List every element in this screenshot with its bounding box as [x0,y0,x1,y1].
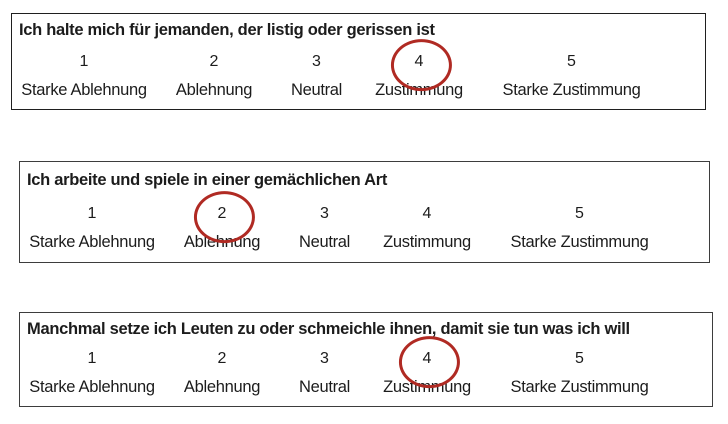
scale-number-cell[interactable]: 4 [367,202,487,226]
scale-number-cell[interactable]: 2 [162,347,282,371]
scale-number-cell[interactable]: 4 [367,336,487,389]
scale-label-cell[interactable]: Neutral [290,81,343,99]
scale-labels-row: Starke Ablehnung Ablehnung Neutral Zusti… [20,376,712,398]
scale-number: 5 [567,53,576,70]
scale-label-cell[interactable]: Starke Ablehnung [21,81,147,99]
scale-number-cell[interactable]: 1 [22,202,162,226]
scale-number: 1 [87,350,97,367]
scale-label-cell[interactable]: Ablehnung [175,81,253,99]
scale-label-cell[interactable]: Ablehnung [183,233,261,251]
scale-number: 3 [320,350,329,367]
scale-number-cell[interactable]: 4 [359,39,479,92]
scale-label-cell[interactable]: Zustimmung [383,378,471,396]
scale-label-cell[interactable]: Neutral [298,233,351,251]
scale-number-cell[interactable]: 3 [282,347,367,371]
scale-number-cell[interactable]: 5 [479,50,664,74]
scale-labels-row: Starke Ablehnung Ablehnung Neutral Zusti… [20,231,709,253]
question-box: Ich halte mich für jemanden, der listig … [11,13,706,110]
question-statement: Manchmal setze ich Leuten zu oder schmei… [27,320,630,338]
scale-numbers-row: 1 2 3 4 5 [12,39,705,92]
question-statement: Ich halte mich für jemanden, der listig … [19,21,435,39]
scale-number-cell[interactable]: 2 [162,191,282,244]
scale-label-cell[interactable]: Starke Ablehnung [29,378,155,396]
scale-number: 2 [209,53,219,70]
scale-numbers-row: 1 2 3 4 5 [20,191,709,244]
scale-number: 1 [87,205,97,222]
scale-number: 5 [575,205,584,222]
scale-number: 5 [575,350,584,367]
scale-number: 4 [414,53,424,70]
scale-number: 3 [312,53,321,70]
question-box: Manchmal setze ich Leuten zu oder schmei… [19,312,713,407]
scale-number: 2 [217,350,227,367]
scale-labels-row: Starke Ablehnung Ablehnung Neutral Zusti… [12,79,705,101]
scale-number-cell[interactable]: 5 [487,347,672,371]
question-box: Ich arbeite und spiele in einer gemächli… [19,161,710,263]
scale-label-cell[interactable]: Zustimmung [383,233,471,251]
scale-number-cell[interactable]: 1 [22,347,162,371]
scale-label-cell[interactable]: Starke Ablehnung [29,233,155,251]
scale-label-cell[interactable]: Starke Zustimmung [510,233,649,251]
question-statement: Ich arbeite und spiele in einer gemächli… [27,171,388,189]
scale-number-cell[interactable]: 1 [14,50,154,74]
scale-number: 4 [422,350,432,367]
scale-label-cell[interactable]: Zustimmung [375,81,463,99]
scale-numbers-row: 1 2 3 4 5 [20,336,712,389]
scale-label-cell[interactable]: Neutral [298,378,351,396]
scale-number: 2 [217,205,227,222]
scale-number-cell[interactable]: 3 [282,202,367,226]
scale-number-cell[interactable]: 2 [154,50,274,74]
scale-number: 3 [320,205,329,222]
scale-number-cell[interactable]: 5 [487,202,672,226]
scale-number: 4 [422,205,432,222]
scale-label-cell[interactable]: Starke Zustimmung [510,378,649,396]
scale-label-cell[interactable]: Ablehnung [183,378,261,396]
scale-number-cell[interactable]: 3 [274,50,359,74]
scale-number: 1 [79,53,89,70]
scale-label-cell[interactable]: Starke Zustimmung [502,81,641,99]
